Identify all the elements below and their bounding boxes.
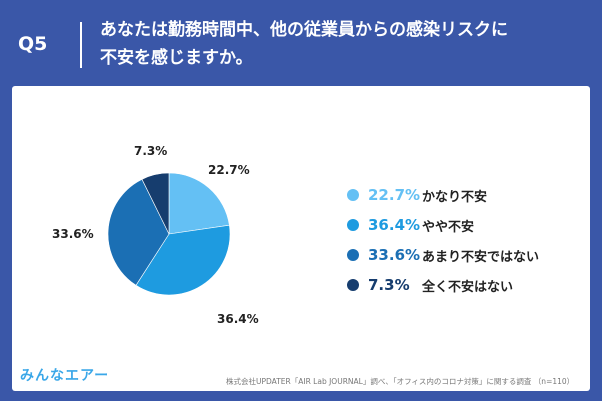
legend-swatch <box>347 219 359 231</box>
question-text: あなたは勤務時間中、他の従業員からの感染リスクに 不安を感じますか。 <box>100 16 580 72</box>
pie-slice-mattaku <box>141 172 170 235</box>
legend-label: あまり不安ではない <box>422 249 540 265</box>
legend-value: 36.4% <box>368 216 421 234</box>
legend-label: かなり不安 <box>422 189 488 205</box>
legend-swatch <box>347 279 359 291</box>
legend-item-kanari: 22.7% かなり不安 <box>347 184 539 206</box>
question-number: Q5 <box>18 33 48 55</box>
slice-label-yaya: 36.4% <box>217 312 259 326</box>
legend-value: 33.6% <box>368 246 421 264</box>
slice-label-kanari: 22.7% <box>208 163 250 177</box>
legend: 22.7% かなり不安 36.4% やや不安 33.6% あまり不安ではない 7… <box>347 184 539 304</box>
legend-item-mattaku: 7.3% 全く不安はない <box>347 274 539 296</box>
question-line-1: あなたは勤務時間中、他の従業員からの感染リスクに <box>100 20 508 40</box>
brand-logo: みんなエアー <box>20 368 110 384</box>
question-line-2: 不安を感じますか。 <box>100 48 253 68</box>
legend-item-amari: 33.6% あまり不安ではない <box>347 244 539 266</box>
slice-label-mattaku: 7.3% <box>134 144 168 158</box>
legend-label: 全く不安はない <box>422 279 514 295</box>
legend-value: 7.3% <box>368 276 410 294</box>
chart-card: 22.7% 36.4% 33.6% 7.3% 22.7% かなり不安 36.4%… <box>12 86 590 391</box>
slice-label-amari: 33.6% <box>52 227 94 241</box>
legend-value: 22.7% <box>368 186 421 204</box>
header-divider <box>80 22 82 68</box>
header: Q5 あなたは勤務時間中、他の従業員からの感染リスクに 不安を感じますか。 <box>0 0 602 86</box>
legend-swatch <box>347 249 359 261</box>
legend-swatch <box>347 189 359 201</box>
legend-item-yaya: 36.4% やや不安 <box>347 214 539 236</box>
pie-slice-amari <box>107 178 170 286</box>
pie-chart <box>107 172 231 296</box>
legend-label: やや不安 <box>422 219 475 235</box>
pie-slice-kanari <box>168 172 230 235</box>
source-note: 株式会社UPDATER「AIR Lab JOURNAL」調べ、「オフィス内のコロ… <box>226 377 575 386</box>
pie-slice-yaya <box>135 224 231 296</box>
